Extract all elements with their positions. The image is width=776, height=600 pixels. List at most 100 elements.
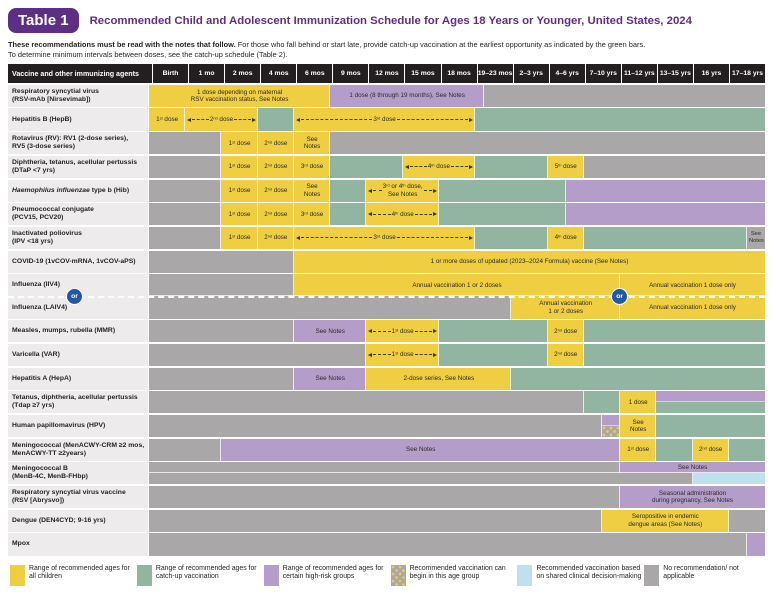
schedule-bar: 3rd dose (293, 203, 331, 226)
schedule-bar: 2nd dose (547, 343, 584, 366)
legend-swatch-y (10, 564, 25, 586)
row-label-dengue: Dengue (DEN4CYD; 9-16 yrs) (8, 509, 148, 532)
row-label-influenza-iiv4: Influenza (IIV4) (8, 274, 148, 297)
row-label-line: (RSV-mAb [Nirsevimab]) (12, 95, 91, 103)
intro-line2: To determine minimum intervals between d… (8, 49, 288, 59)
row-label-mpox: Mpox (8, 533, 148, 556)
row-label-hpv: Human papillomavirus (HPV) (8, 414, 148, 438)
row-hepa: Hepatitis A (HepA) See Notes 2-dose series… (8, 367, 765, 390)
row-track-menacwy: See Notes 1st dose 2nd dose (149, 438, 765, 461)
schedule-bar: 4th dose (402, 155, 476, 178)
arrow-range: 4th dose (368, 210, 437, 218)
arrow-left-icon (187, 117, 192, 122)
schedule-bar (149, 226, 222, 250)
column-header-9-mos: 9 mos (333, 64, 369, 84)
schedule-bar (330, 203, 367, 226)
row-label-line: (MenB-4C, MenB-FHbp) (12, 473, 88, 481)
row-hpv: Human papillomavirus (HPV) See Notes (8, 414, 765, 438)
schedule-bar: See Notes (293, 132, 331, 155)
schedule-bar (149, 320, 294, 343)
schedule-bar: See Notes (221, 438, 621, 461)
schedule-bar (511, 367, 765, 390)
row-influenza-iiv4: Influenza (IIV4) Annual vaccination 1 or … (8, 274, 765, 306)
bar-text: 2nd dose (264, 233, 288, 242)
bar-text: Annual vaccination 1 dose only (649, 281, 736, 289)
row-label-line: RV5 (3-dose series) (12, 143, 75, 151)
row-track-rotavirus: 1st dose 2nd dose See Notes (149, 132, 765, 155)
schedule-bar (257, 108, 294, 131)
row-mmr: Measles, mumps, rubella (MMR) See Notes 1s… (8, 320, 765, 343)
arrow-range: 1st dose (368, 351, 437, 358)
row-track-dtap: 1st dose 2nd dose 3rd dose 4th dose 5th dose (149, 155, 765, 178)
arrow-dash (373, 330, 391, 332)
column-header-15-mos: 15 mos (405, 64, 441, 84)
row-track-influenza-iiv4: Annual vaccination 1 or 2 doses Annual va… (149, 274, 765, 297)
bar-text: See Notes (303, 183, 321, 198)
schedule-bar: 2nd dose (257, 203, 294, 226)
arrow-range: 2nd dose (187, 116, 256, 123)
bar-text: Seasonal administration during pregnancy… (651, 489, 734, 505)
page-title: Recommended Child and Adolescent Immuniz… (89, 14, 692, 27)
row-label-line: Respiratory syncytial virus vaccine (12, 489, 126, 497)
arrow-right-icon (469, 235, 474, 240)
schedule-bar (330, 132, 765, 155)
bar-text: 4th dose (554, 233, 577, 242)
row-rotavirus: Rotavirus (RV): RV1 (2-dose series), RV5 … (8, 132, 765, 155)
schedule-bar (475, 155, 548, 178)
schedule-bar: Seropositive in endemic dengue areas (Se… (601, 509, 729, 532)
row-rsv-mab: Respiratory syncytial virus (RSV-mAb [Nir… (8, 84, 765, 107)
schedule-bar (149, 274, 294, 297)
schedule-bar: See Notes (293, 179, 331, 202)
legend-text: Range of recommended ages for catch-up v… (155, 564, 257, 580)
column-header-18-mos: 18 mos (441, 64, 477, 84)
row-label-tdap: Tetanus, diphtheria, acellular pertussis… (8, 391, 148, 414)
row-label-line: MenACWY-TT ≥2years) (12, 449, 86, 457)
table-body: Respiratory syncytial virus (RSV-mAb [Nir… (8, 84, 765, 556)
schedule-bar (149, 414, 602, 438)
column-header-13-15-yrs: 13–15 yrs (657, 64, 693, 84)
schedule-bar (149, 391, 584, 414)
arrow-right-icon (469, 164, 474, 169)
row-label-line: Diphtheria, tetanus, acellular pertussis (12, 158, 138, 166)
schedule-bar (484, 84, 765, 107)
row-track-influenza-laiv4: Annual vaccination 1 or 2 doses Annual va… (149, 296, 765, 319)
row-label-hib: Haemophilus influenzae type b (Hib) (8, 179, 148, 202)
intro-bold: These recommendations must be read with … (8, 40, 236, 49)
schedule-bar: 1st dose (221, 155, 258, 178)
split-top-p (601, 414, 621, 426)
legend-swatch-gr (644, 564, 660, 586)
schedule-bar (475, 226, 548, 250)
row-label-pcv: Pneumococcal conjugate (PCV15, PCV20) (8, 203, 148, 226)
row-tdap: Tetanus, diphtheria, acellular pertussis… (8, 391, 765, 414)
bar-text: 3rd dose (300, 162, 324, 171)
bar-text: 5th dose (554, 162, 577, 171)
arrow-left-icon (368, 352, 373, 357)
bar-text: See Notes (406, 446, 436, 454)
row-label-line: Hepatitis A (HepA) (12, 374, 72, 382)
bar-text: Seropositive in endemic dengue areas (Se… (628, 513, 703, 528)
schedule-bar (728, 438, 765, 461)
row-menb: Meningococcal B (MenB-4C, MenB-FHbp) See N… (8, 462, 765, 485)
schedule-bar (149, 343, 367, 366)
bar-text: 2nd dose (264, 186, 288, 194)
bar-text: See Notes (749, 231, 764, 244)
legend-item-dot: Recommended vaccination can begin in thi… (390, 564, 518, 586)
row-label-line: (PCV15, PCV20) (12, 214, 64, 222)
row-label-rotavirus: Rotavirus (RV): RV1 (2-dose series), RV5 … (8, 132, 148, 155)
arrow-dash (300, 237, 373, 239)
row-var: Varicella (VAR) 1st dose 2nd dose (8, 343, 765, 366)
schedule-bar: Annual vaccination 1 or 2 doses (511, 296, 621, 319)
bar-text: 1st dose (156, 115, 179, 123)
arrow-left-icon (404, 164, 409, 169)
schedule-bar (149, 250, 294, 273)
column-header-birth: Birth (153, 64, 189, 84)
schedule-bar (149, 462, 621, 474)
row-label-influenza-laiv4: Influenza (LAIV4) (8, 296, 148, 319)
bar-text: 3rd dose (300, 209, 324, 218)
bar-text: 3rd dose (373, 233, 396, 242)
row-dengue: Dengue (DEN4CYD; 9-16 yrs) Seropositive i… (8, 509, 765, 532)
table1-badge: Table 1 (8, 8, 79, 33)
schedule-bar: 3rd dose (293, 226, 476, 250)
legend-item-y: Range of recommended ages for all childr… (10, 564, 137, 586)
row-label-line: (DTaP <7 yrs) (12, 166, 56, 174)
